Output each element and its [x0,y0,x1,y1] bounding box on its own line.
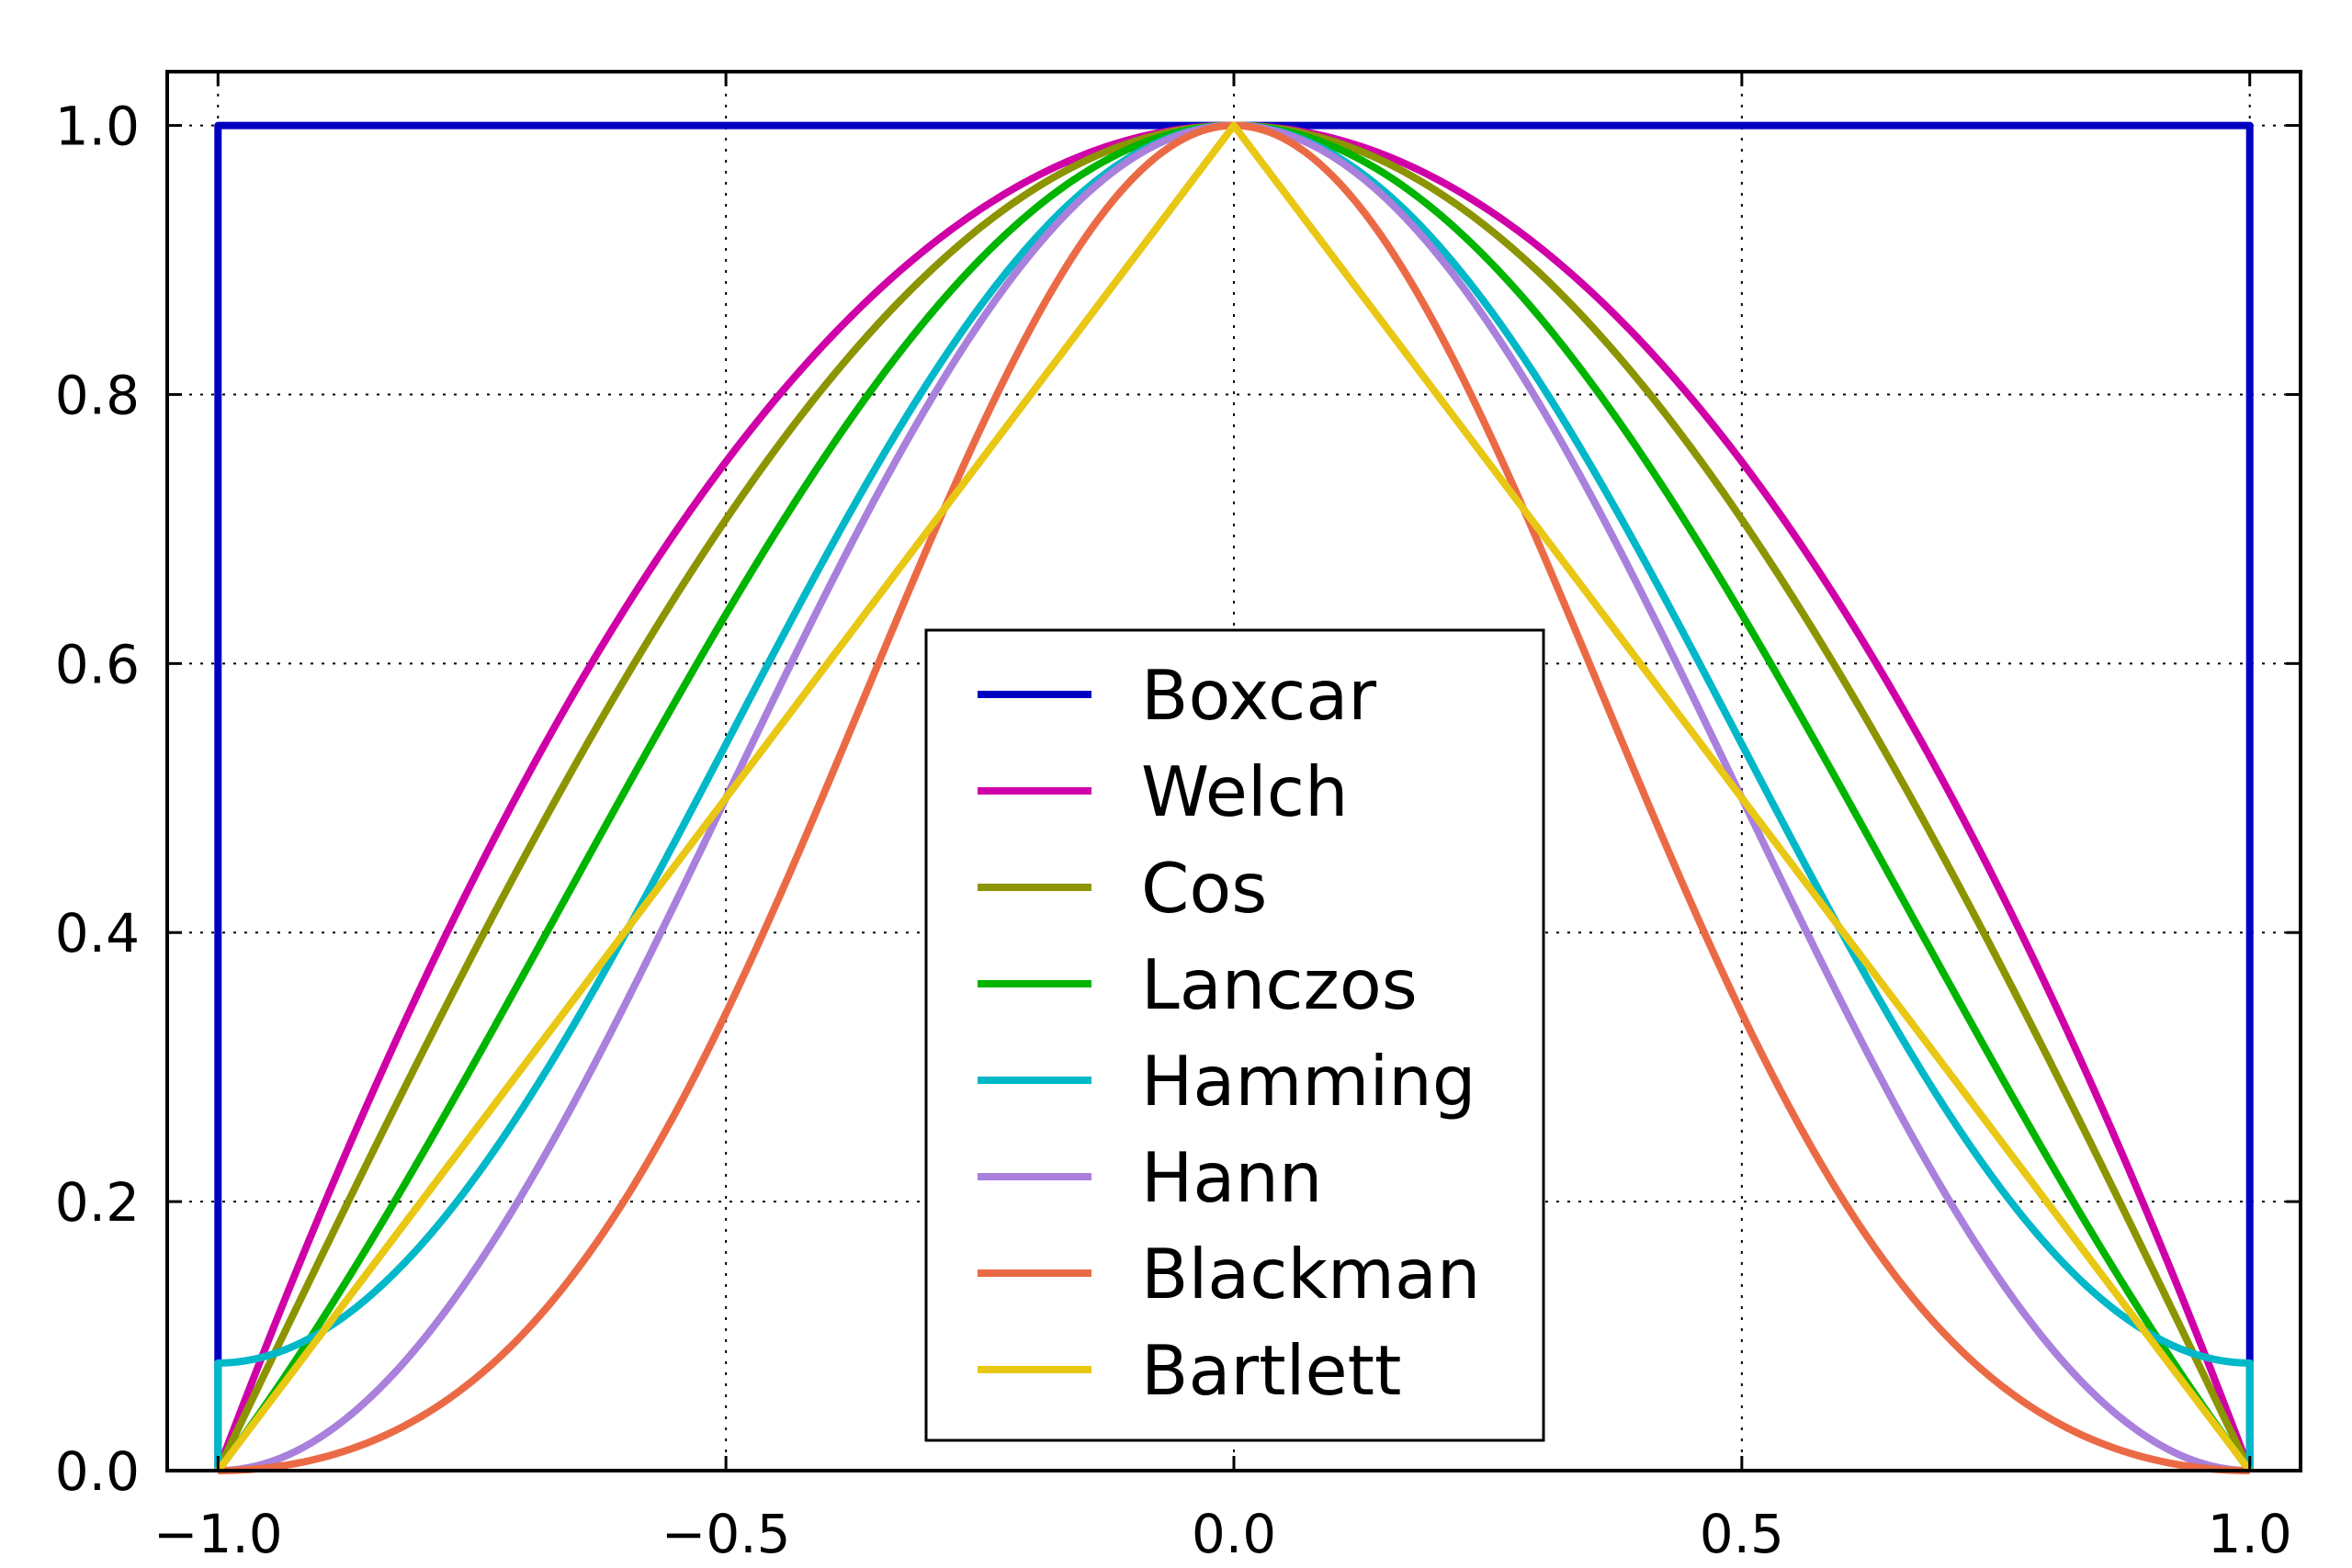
y-tick-label: 0.4 [55,902,140,964]
x-tick-label: 1.0 [2208,1503,2292,1565]
legend-label-hamming: Hamming [1141,1041,1476,1122]
x-tick-label: 0.0 [1192,1503,1276,1565]
y-tick-label: 0.8 [55,364,140,426]
x-tick-label: 0.5 [1700,1503,1784,1565]
legend: Boxcar Welch Cos Lanczos Hamming Hann Blackman… [924,628,1545,1442]
legend-label-lanczos: Lanczos [1141,944,1418,1025]
legend-label-cos: Cos [1141,848,1267,929]
y-tick-label: 0.0 [55,1440,140,1503]
y-tick-label: 1.0 [55,96,140,158]
series-group [214,121,2254,1474]
legend-label-welch: Welch [1141,751,1349,832]
legend-label-blackman: Blackman [1141,1234,1480,1314]
ticks [167,72,2301,1472]
y-tick-label: 0.6 [55,633,140,695]
x-tick-labels: −1.0 −0.5 0.0 0.5 1.0 [153,1503,2292,1565]
legend-box [924,628,1545,1442]
y-tick-labels: 0.0 0.2 0.4 0.6 0.8 1.0 [55,96,140,1503]
x-tick-label: −0.5 [662,1503,791,1565]
x-tick-label: −1.0 [153,1503,283,1565]
legend-label-bartlett: Bartlett [1141,1330,1401,1411]
series-line-bartlett [215,121,2253,1473]
y-tick-label: 0.2 [55,1171,140,1234]
legend-label-hann: Hann [1141,1137,1322,1218]
legend-label-boxcar: Boxcar [1141,655,1376,736]
